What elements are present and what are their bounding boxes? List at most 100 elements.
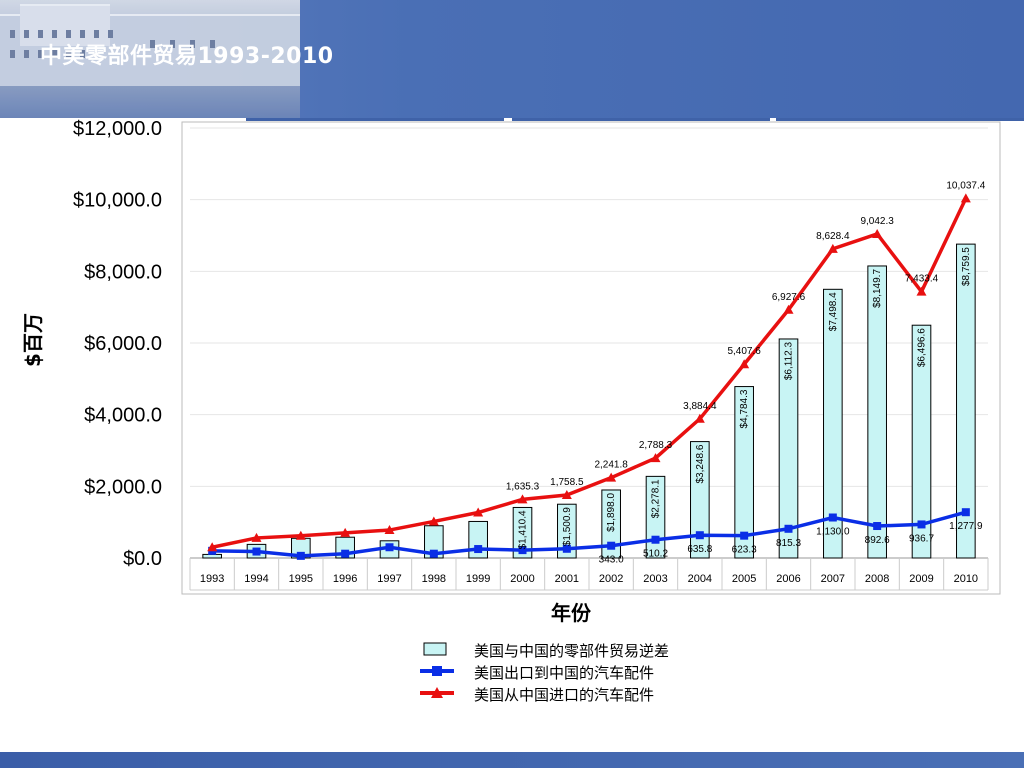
export-marker [252,547,261,556]
import-marker [517,494,528,504]
legend-item-deficit: 美国与中国的零部件贸易逆差 [418,638,748,660]
x-tick-label: 1999 [466,573,490,585]
deficit-bars [202,243,976,559]
export-marker [429,549,438,558]
import-marker [340,527,351,537]
import-marker [606,472,617,482]
line-data-label: 3,884.4 [683,401,717,412]
export-marker [828,513,837,522]
export-marker [695,531,704,540]
export-marker [474,545,483,554]
y-tick-label: $8,000.0 [84,261,162,283]
deficit-bar [424,525,444,559]
import-marker [783,304,794,314]
export-marker [651,535,660,544]
deficit-bar [823,288,843,559]
plot-area [181,121,1001,595]
x-tick-label: 2008 [865,573,889,585]
line-data-label: 815.3 [776,538,801,549]
line-data-label: 2,788.3 [639,440,673,451]
series-line [211,197,968,549]
x-tick-label: 2002 [599,573,623,585]
x-tick-label: 1994 [244,573,268,585]
deficit-bar [512,506,533,559]
x-tick-label: 2010 [954,573,978,585]
line-data-label: 343.0 [599,555,624,566]
line-data-label: 635.8 [687,544,712,555]
header-banner: 中美零部件贸易1993-2010 [0,0,1024,118]
header-divider [246,118,504,121]
deficit-bar [734,386,754,559]
bar-data-label: $6,496.6 [917,328,928,367]
x-tick-label: 2004 [688,573,712,585]
export-marker [740,531,749,540]
import-marker [295,530,306,540]
red-line-marker-icon [420,687,454,698]
bar-data-label: $7,498.4 [828,292,839,331]
data-labels: $1,410.4 $1,500.9 $1,898.0 $2,278.1 $3,248.6… [506,180,986,565]
legend: 美国与中国的零部件贸易逆差 美国出口到中国的汽车配件 美国从中国进口的汽车配件 [418,638,748,704]
header-divider [512,118,770,121]
y-tick-label: $10,000.0 [73,190,162,212]
y-tick-label: $12,000.0 [73,118,162,140]
export-marker [518,546,527,555]
blue-line-marker-icon [420,666,454,676]
line-data-label: 7,433.4 [905,274,939,285]
import-marker [384,525,395,535]
legend-item-imports: 美国从中国进口的汽车配件 [418,682,748,704]
bar-data-label: $1,500.9 [562,507,573,546]
import-marker [916,286,927,296]
x-tick-label: 2001 [555,573,579,585]
series-lines [207,193,971,560]
line-data-label: 1,277.9 [949,521,983,532]
line-data-label: 10,037.4 [946,180,985,191]
line-data-label: 1,758.5 [550,477,584,488]
import-marker [561,489,572,499]
y-tick-label: $2,000.0 [84,476,162,498]
import-marker [827,243,838,253]
campus-building-photo [0,0,300,118]
legend-label-exports: 美国出口到中国的汽车配件 [474,664,655,682]
x-tick-label: 2005 [732,573,756,585]
import-marker [428,516,439,526]
page-title: 中美零部件贸易1993-2010 [40,44,334,69]
x-tick-label: 1998 [422,573,446,585]
bar-data-label: $1,410.4 [518,510,529,549]
deficit-bar [202,553,222,559]
x-tick-label: 2003 [643,573,667,585]
line-data-label: 510.2 [643,549,668,560]
line-data-label: 623.3 [732,545,757,556]
line-data-label: 2,241.8 [594,460,628,471]
bar-swatch-icon [423,642,447,656]
export-marker [385,543,394,552]
deficit-bar [867,265,887,559]
deficit-bar [911,324,932,559]
deficit-bar [778,338,799,559]
deficit-bar [690,441,710,559]
y-tick-label: $4,000.0 [84,405,162,427]
line-data-label: 1,635.3 [506,481,540,492]
import-marker [650,453,661,463]
line-data-label: 5,407.6 [727,346,761,357]
line-data-label: 6,927.6 [772,292,806,303]
bar-data-label: $6,112.3 [784,342,795,381]
x-tick-label: 2000 [510,573,534,585]
bar-data-label: $8,149.7 [872,269,883,308]
bar-data-label: $1,898.0 [606,493,617,532]
line-data-label: 8,628.4 [816,231,850,242]
legend-label-imports: 美国从中国进口的汽车配件 [474,686,655,704]
legend-label-deficit: 美国与中国的零部件贸易逆差 [474,642,670,660]
export-marker [917,520,926,529]
x-axis-title: 年份 [551,601,592,625]
x-tick-label: 2009 [909,573,933,585]
export-marker [961,508,970,517]
bar-data-label: $8,759.5 [961,247,972,286]
line-data-label: 892.6 [865,535,890,546]
import-marker [251,532,262,542]
y-axis-ticks: $0.0 $2,000.0 $4,000.0 $6,000.0 $8,000.0 $10,… [73,118,162,570]
x-tick-label: 2006 [776,573,800,585]
line-data-label: 1,130.0 [816,527,850,538]
export-marker [607,541,616,550]
x-tick-label: 2007 [821,573,845,585]
